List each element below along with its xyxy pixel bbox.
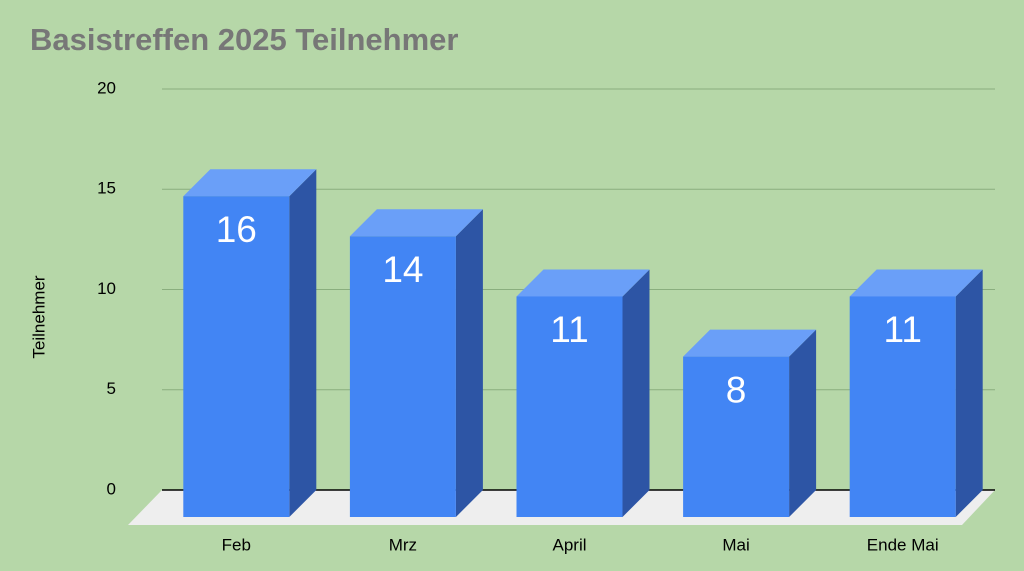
bar-front (683, 356, 790, 517)
bar (849, 269, 983, 517)
bar (516, 269, 650, 517)
bar-side (622, 269, 650, 517)
bar-side (789, 329, 817, 517)
bar-top (349, 209, 483, 237)
bar-front (516, 296, 623, 517)
y-axis-label: Teilnehmer (29, 275, 48, 358)
bar (183, 169, 317, 517)
x-tick-label: April (552, 535, 586, 554)
bar-top (516, 269, 650, 297)
x-tick-label: Mai (722, 535, 749, 554)
x-tick-label: Feb (222, 535, 251, 554)
value-label: 11 (883, 309, 921, 350)
value-label: 14 (382, 249, 423, 290)
value-label: 8 (726, 369, 747, 410)
bar-top (683, 329, 817, 357)
bar (683, 329, 817, 517)
y-tick-label: 15 (97, 179, 116, 198)
bar (349, 209, 483, 518)
y-tick-label: 20 (97, 78, 116, 97)
bar-top (849, 269, 983, 297)
bar-side (289, 169, 317, 517)
bar-side (455, 209, 483, 518)
bar-front (349, 236, 456, 518)
bar-side (955, 269, 983, 517)
value-label: 11 (550, 309, 588, 350)
bar-top (183, 169, 317, 197)
y-tick-label: 5 (107, 379, 116, 398)
y-tick-label: 0 (107, 479, 116, 498)
y-tick-label: 10 (97, 279, 116, 298)
bar-front (849, 296, 956, 517)
value-label: 16 (216, 209, 257, 250)
x-tick-label: Mrz (389, 535, 417, 554)
chart-title: Basistreffen 2025 Teilnehmer (30, 22, 458, 57)
bar-front (183, 196, 290, 517)
x-tick-label: Ende Mai (867, 535, 939, 554)
